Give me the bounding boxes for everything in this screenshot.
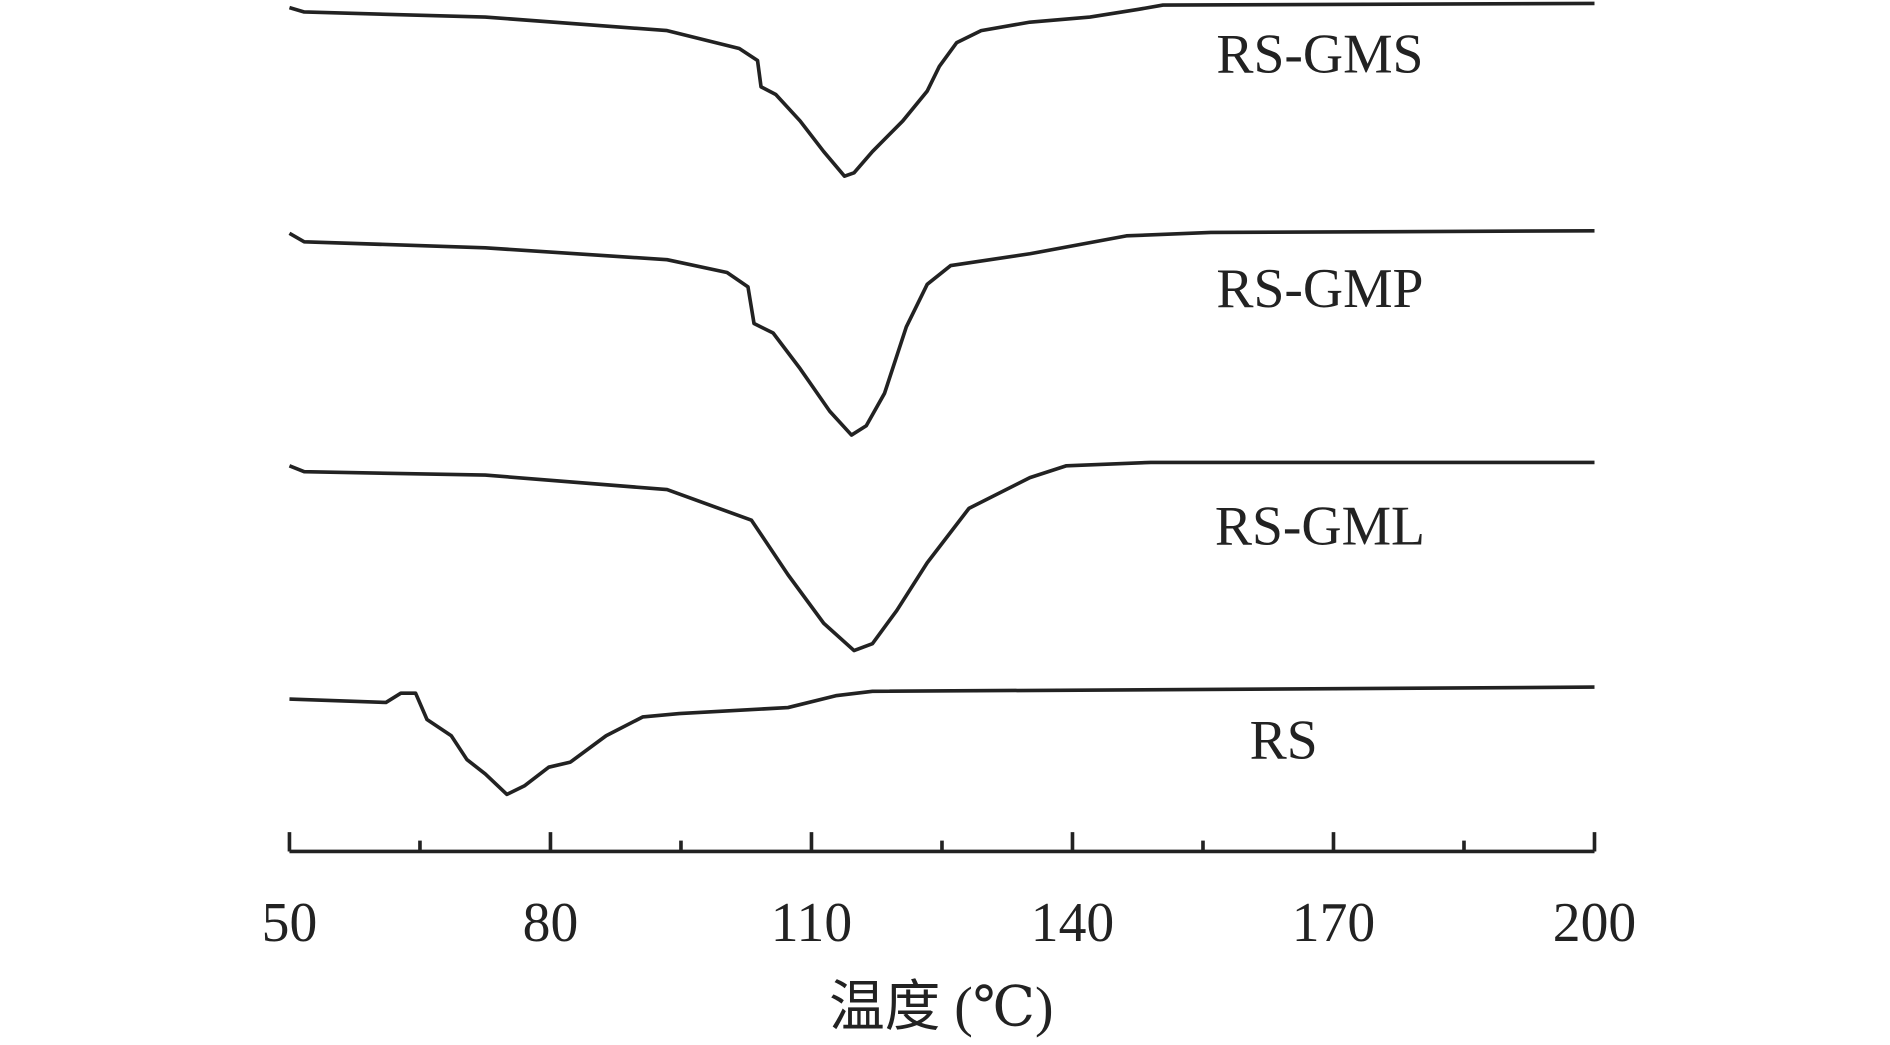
series-label: RS-GMS bbox=[1216, 24, 1423, 86]
curve bbox=[288, 1, 1595, 179]
x-tick-label: 170 bbox=[1292, 892, 1375, 954]
x-tick-label: 80 bbox=[523, 892, 579, 954]
x-axis-label: 温度 (℃) bbox=[829, 977, 1053, 1039]
x-tick-label: 140 bbox=[1031, 892, 1114, 954]
curve bbox=[288, 228, 1595, 437]
x-tick-label: 110 bbox=[771, 892, 852, 954]
curve bbox=[288, 460, 1595, 653]
series-label: RS-GML bbox=[1215, 495, 1425, 557]
x-tick-label: 200 bbox=[1553, 892, 1636, 954]
series-label: RS-GMP bbox=[1216, 258, 1423, 320]
x-tick-label: 50 bbox=[262, 892, 318, 954]
series-label: RS bbox=[1250, 709, 1318, 771]
curve bbox=[289, 685, 1595, 797]
